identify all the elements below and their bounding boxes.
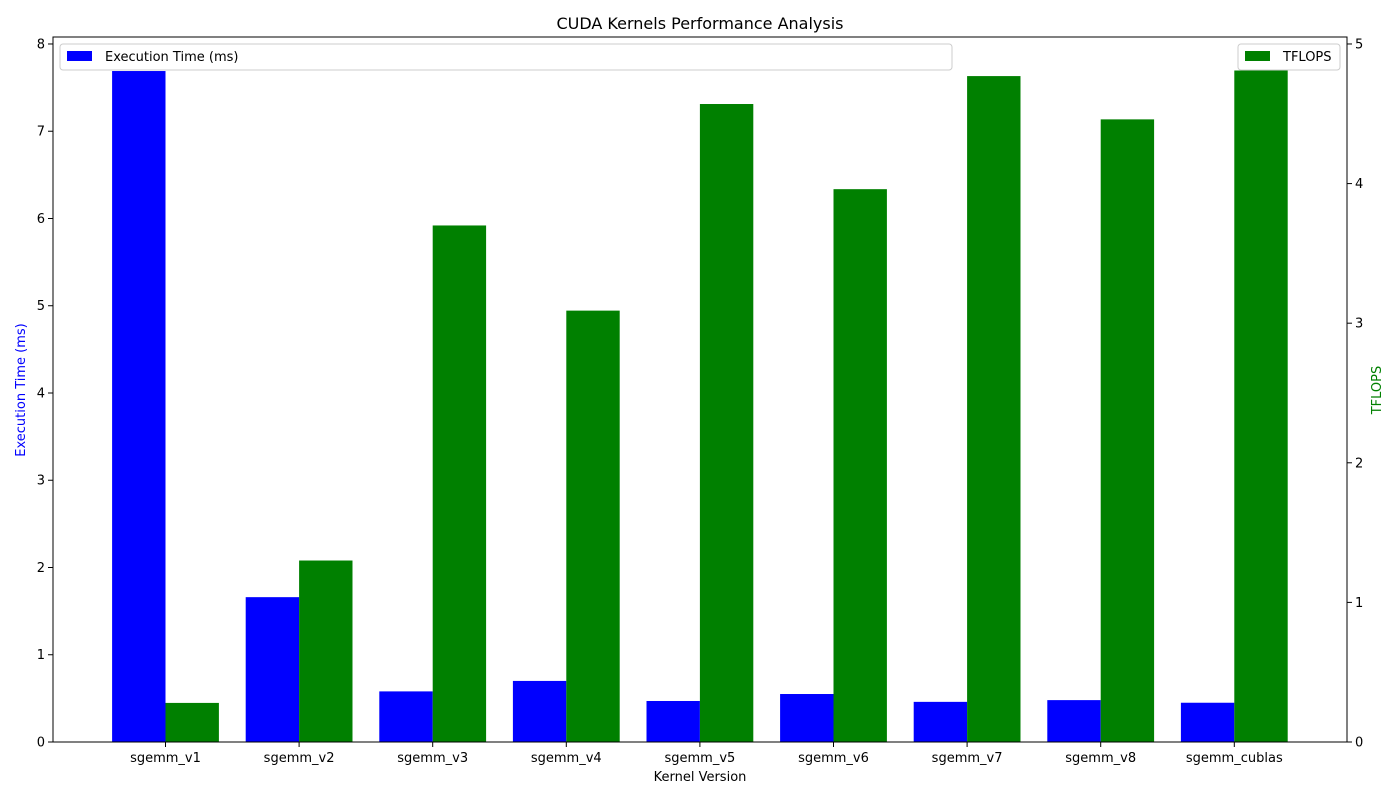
left-tick-label: 6 bbox=[37, 212, 45, 227]
right-tick-label: 5 bbox=[1355, 37, 1363, 52]
x-axis: sgemm_v1 sgemm_v2 sgemm_v3 sgemm_v4 sgemm_v5… bbox=[130, 742, 1283, 766]
legend-right: TFLOPS bbox=[1237, 43, 1341, 71]
bar-tflops-sgemm_v5 bbox=[699, 104, 754, 743]
legend-left: Execution Time (ms) bbox=[59, 43, 953, 71]
x-tick-label-sgemm_v6: sgemm_v6 bbox=[798, 751, 869, 766]
x-tick-label-sgemm_v7: sgemm_v7 bbox=[932, 751, 1003, 766]
legend-right-box bbox=[1237, 43, 1341, 71]
bar-exec-time-sgemm_v5 bbox=[646, 700, 700, 742]
left-tick-label: 0 bbox=[37, 736, 45, 751]
bar-tflops-sgemm_v4 bbox=[566, 310, 620, 742]
left-axis: 0 1 2 3 4 5 6 7 8 bbox=[37, 37, 53, 751]
bar-exec-time-sgemm_v3 bbox=[379, 691, 433, 742]
x-tick-label-sgemm_v5: sgemm_v5 bbox=[664, 751, 735, 766]
right-tick-label: 1 bbox=[1355, 596, 1363, 611]
bar-tflops-sgemm_v3 bbox=[432, 225, 487, 743]
left-tick-label: 3 bbox=[37, 474, 45, 489]
bar-exec-time-sgemm_v2 bbox=[245, 597, 300, 742]
x-tick-label-sgemm_cublas: sgemm_cublas bbox=[1186, 751, 1283, 766]
legend-left-label: Execution Time (ms) bbox=[105, 50, 238, 65]
bar-tflops-sgemm_v2 bbox=[299, 560, 353, 742]
right-axis-label: TFLOPS bbox=[1370, 366, 1385, 416]
legend-left-box bbox=[59, 43, 953, 71]
left-tick-label: 5 bbox=[37, 299, 45, 314]
right-axis: 0 1 2 3 4 5 bbox=[1347, 37, 1363, 751]
right-tick-label: 4 bbox=[1355, 177, 1363, 192]
bar-exec-time-sgemm_v6 bbox=[780, 694, 834, 742]
x-tick-label-sgemm_v8: sgemm_v8 bbox=[1065, 751, 1136, 766]
right-tick-label: 0 bbox=[1355, 736, 1363, 751]
bar-exec-time-sgemm_v8 bbox=[1047, 700, 1101, 742]
bar-exec-time-sgemm_cublas bbox=[1180, 702, 1235, 742]
legend-left-swatch bbox=[67, 51, 92, 61]
bar-tflops-sgemm_v1 bbox=[165, 702, 219, 742]
x-tick-label-sgemm_v4: sgemm_v4 bbox=[531, 751, 602, 766]
right-tick-label: 3 bbox=[1355, 317, 1363, 332]
left-tick-label: 7 bbox=[37, 125, 45, 140]
left-axis-label: Execution Time (ms) bbox=[14, 323, 29, 456]
left-tick-label: 1 bbox=[37, 648, 45, 663]
bar-exec-time-sgemm_v4 bbox=[512, 680, 567, 742]
left-tick-label: 2 bbox=[37, 561, 45, 576]
x-tick-label-sgemm_v3: sgemm_v3 bbox=[397, 751, 468, 766]
bars-layer bbox=[112, 70, 1288, 743]
chart-title: CUDA Kernels Performance Analysis bbox=[556, 14, 843, 33]
bar-tflops-sgemm_v6 bbox=[833, 189, 887, 742]
legend-right-swatch bbox=[1245, 51, 1270, 61]
legend-right-label: TFLOPS bbox=[1282, 50, 1332, 65]
bar-tflops-sgemm_v8 bbox=[1100, 119, 1155, 742]
x-tick-label-sgemm_v1: sgemm_v1 bbox=[130, 751, 201, 766]
left-tick-label: 4 bbox=[37, 386, 45, 401]
bar-exec-time-sgemm_v7 bbox=[913, 701, 968, 742]
right-tick-label: 2 bbox=[1355, 456, 1363, 471]
bar-exec-time-sgemm_v1 bbox=[112, 71, 166, 743]
bar-tflops-sgemm_cublas bbox=[1234, 70, 1288, 743]
x-tick-label-sgemm_v2: sgemm_v2 bbox=[264, 751, 335, 766]
x-axis-label: Kernel Version bbox=[654, 770, 747, 785]
bar-tflops-sgemm_v7 bbox=[967, 76, 1021, 742]
left-tick-label: 8 bbox=[37, 37, 45, 52]
